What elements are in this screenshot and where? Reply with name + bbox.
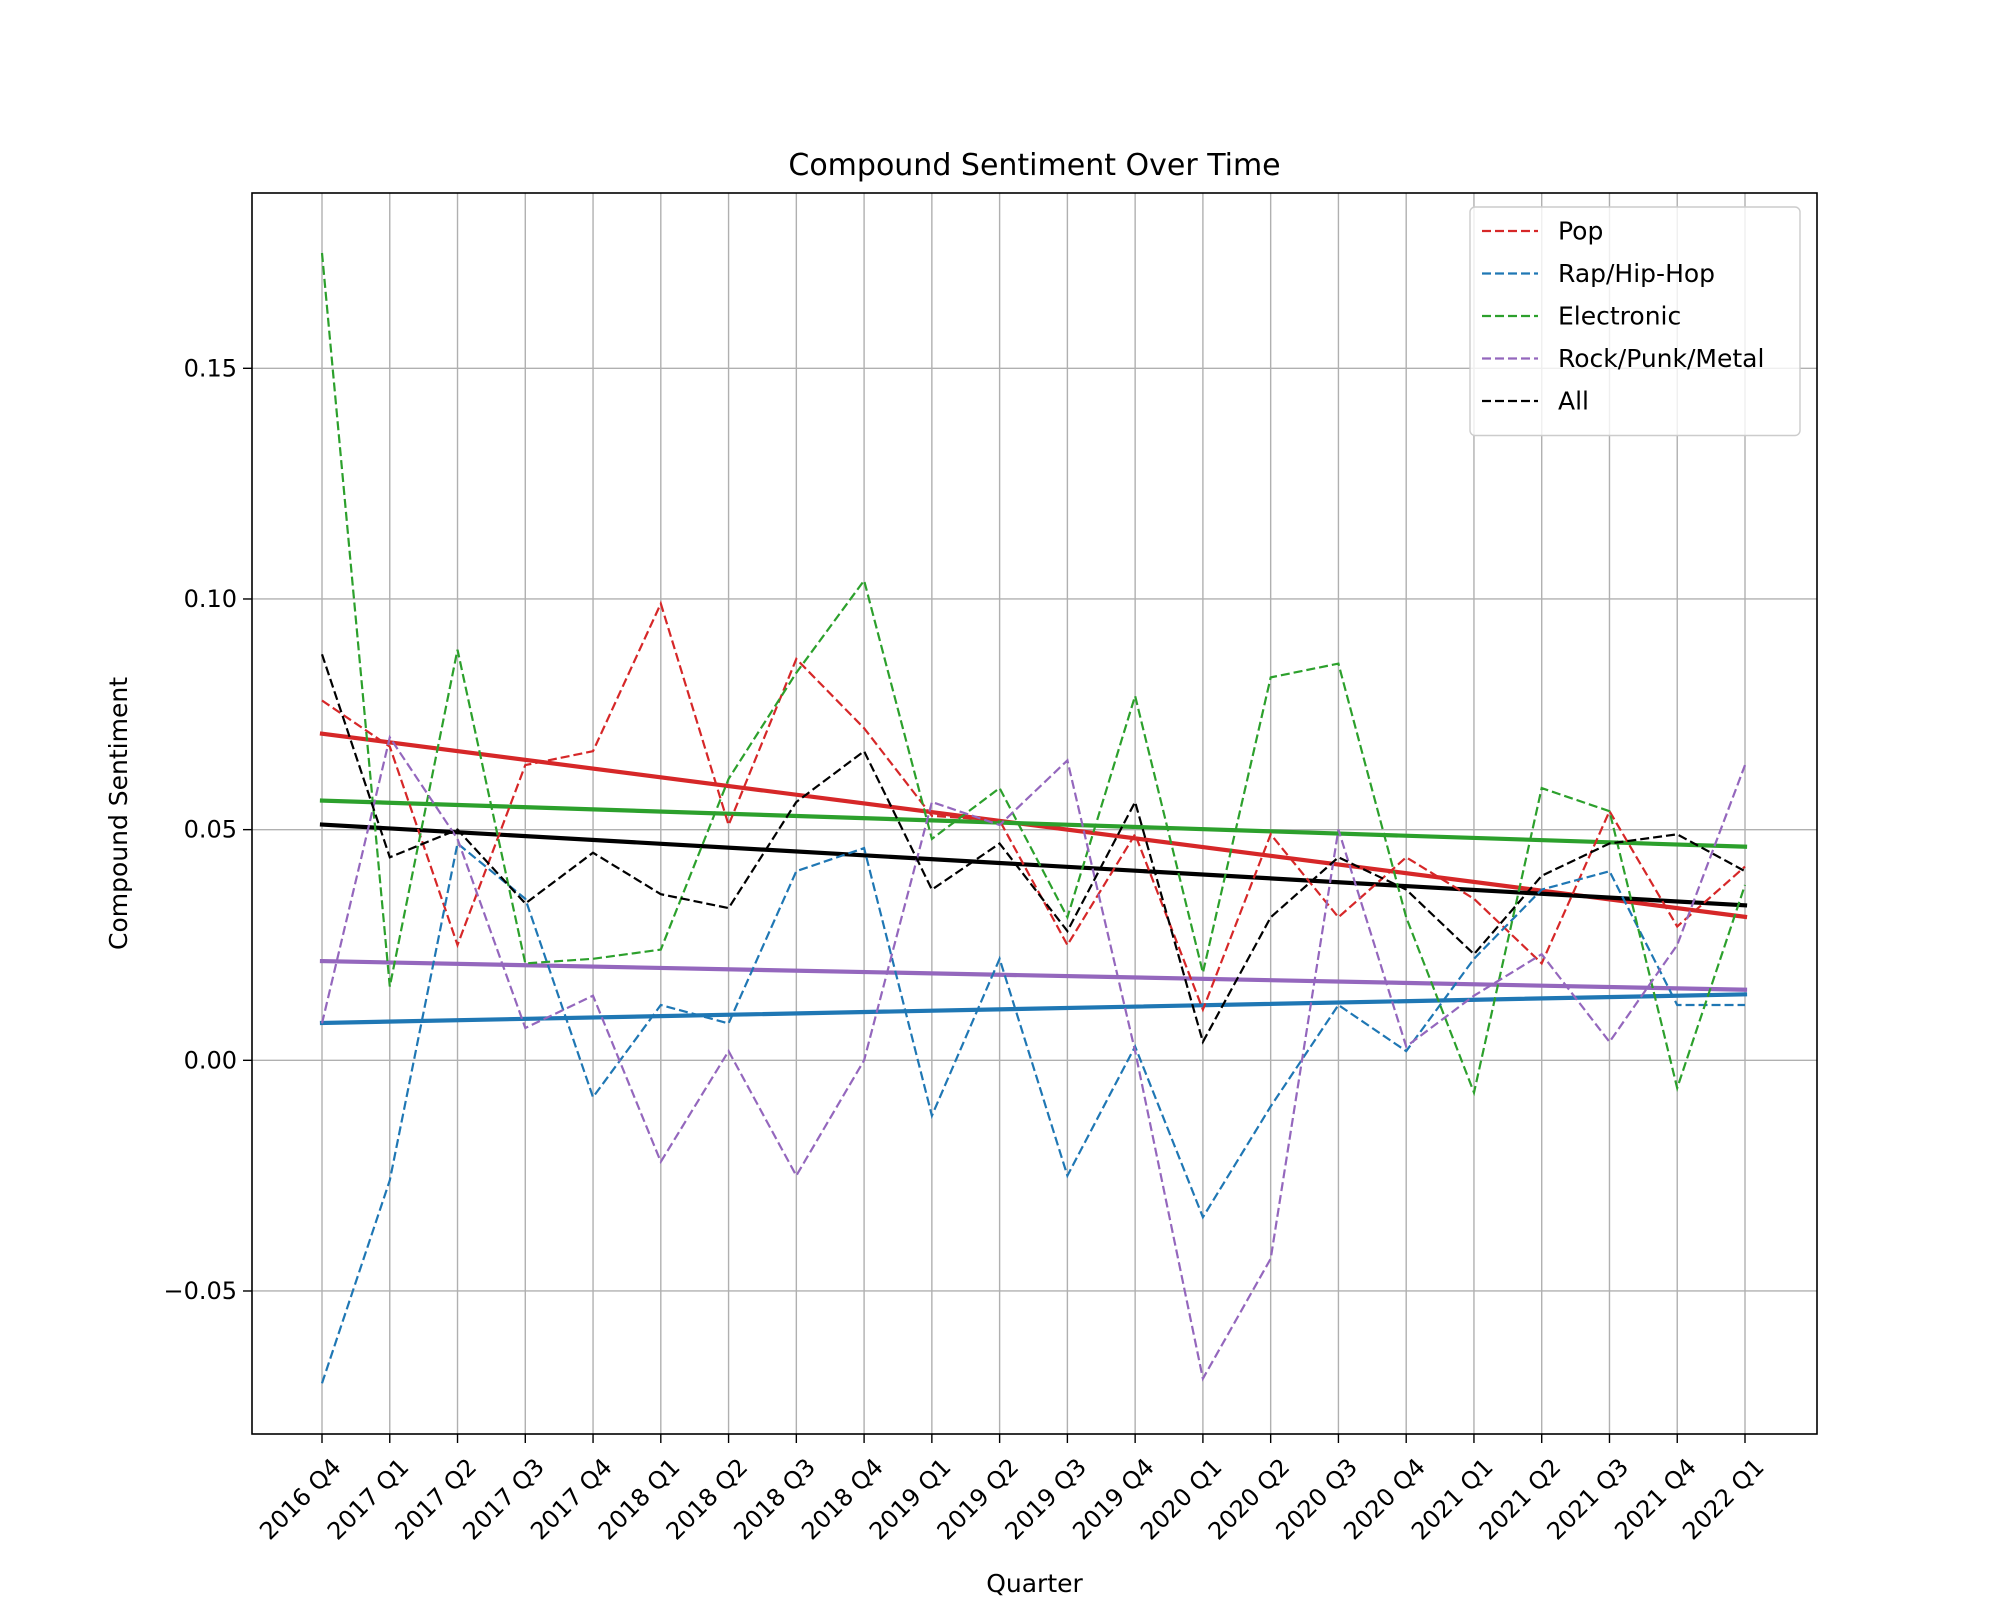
y-tick-label: 0.10 — [184, 585, 237, 613]
legend-box — [1469, 206, 1801, 437]
chart-title: Compound Sentiment Over Time — [788, 148, 1280, 183]
y-axis-label: Compound Sentiment — [104, 677, 133, 950]
legend-label-pop: Pop — [1558, 217, 1603, 246]
y-tick-label: −0.05 — [163, 1277, 237, 1305]
series-lines — [320, 252, 1747, 1384]
series-line-electronic — [320, 252, 1747, 1097]
y-tick-label: 0.00 — [184, 1046, 237, 1074]
series-line-rock-punk-metal — [320, 734, 1747, 1382]
plot-frame — [251, 192, 1818, 1435]
legend: Pop Rap/Hip-Hop Electronic Rock/Punk/Metal A… — [1469, 206, 1801, 437]
trend-line-rap-hip-hop — [319, 992, 1748, 1026]
series-line-rap-hip-hop — [320, 841, 1745, 1384]
series-line-all — [320, 653, 1746, 1045]
trend-lines — [319, 731, 1748, 1026]
trend-line-all — [319, 822, 1748, 908]
series-line-pop — [321, 600, 1746, 1013]
y-tick-label: 0.05 — [184, 816, 237, 844]
legend-label-electronic: Electronic — [1558, 302, 1681, 331]
y-tick-label: 0.15 — [184, 354, 237, 382]
legend-label-rap-hip-hop: Rap/Hip-Hop — [1558, 259, 1715, 288]
x-axis-label: Quarter — [986, 1569, 1083, 1598]
legend-label-rock-punk-metal: Rock/Punk/Metal — [1558, 344, 1764, 373]
trend-line-electronic — [319, 798, 1748, 849]
legend-label-all: All — [1558, 387, 1589, 416]
trend-line-rock-punk-metal — [319, 958, 1748, 992]
